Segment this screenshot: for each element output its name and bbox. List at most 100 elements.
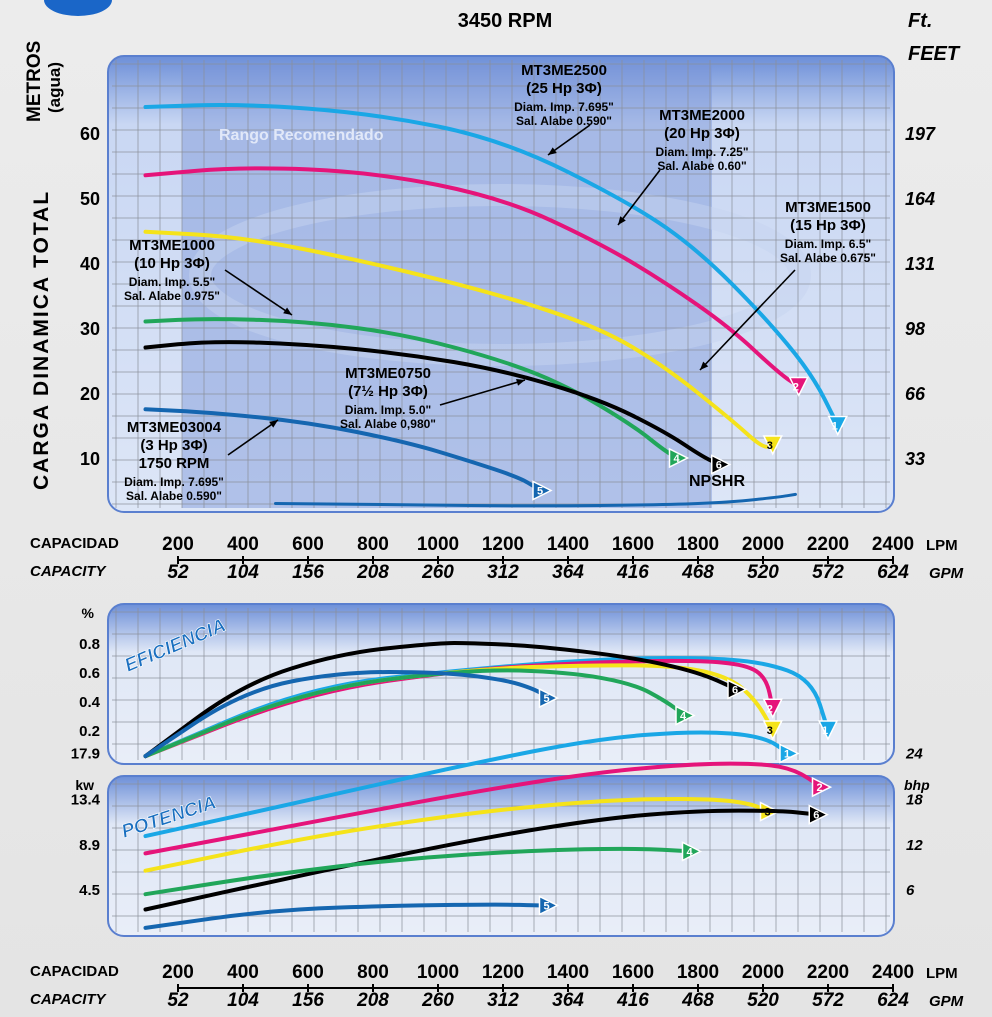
pow-y-unit-right: bhp [904,777,930,793]
annotation-model: MT3ME2500 [521,62,607,79]
top-x-tick-lpm: 800 [357,534,389,555]
bottom-x-tick-gpm: 624 [877,990,909,1011]
top-x-tick-gpm: 156 [292,562,324,583]
marker-number: 6 [732,684,738,696]
annotation-spec-line: Sal. Alabe 0.590" [126,489,222,503]
marker-triangle [788,376,809,398]
marker-number: 5 [537,486,543,498]
curve-marker-mt3me2500-3: 1 [779,743,800,764]
marker-number: 1 [832,421,838,433]
annotation-spec-line: Sal. Alabe 0.675" [780,251,876,265]
annotation-spec-line: (7½ Hp 3Φ) [348,383,428,400]
annotation-mt3me03004: MT3ME03004(3 Hp 3Φ)1750 RPM Diam. Imp. 7.… [124,419,279,503]
annotation-model: MT3ME2000 [659,107,745,124]
marker-triangle [808,804,829,825]
left-axis-unit-agua: (agua) [45,62,64,113]
top-x-tick-gpm: 416 [616,562,649,583]
curve-marker-mt3me0750-1: 6 [711,454,732,475]
curve-mt3me1500-1 [143,229,775,449]
left-axis-unit-group: METROS [24,41,45,122]
marker-triangle [762,720,783,741]
bottom-x-tick-lpm: 800 [357,962,389,983]
marker-triangle [827,415,848,437]
curve-marker-mt3me2000-3: 2 [811,776,833,798]
bottom-x-tick-gpm: 208 [356,990,389,1011]
bottom-x-tick-gpm: 520 [747,990,779,1011]
left-axis-title: CARGA DINAMICA TOTAL [30,190,53,490]
curve-marker-mt3me2000-2: 2 [762,698,783,719]
curve-marker-mt3me03004-2: 5 [538,687,560,709]
marker-triangle [681,841,703,862]
marker-number: 4 [686,846,693,858]
marker-triangle [668,447,690,469]
pow-y-tick-left: 13.4 [71,791,101,808]
eff-y-tick: 0.8 [79,636,100,653]
annotation-model: MT3ME1000 [129,237,215,254]
marker-triangle [727,679,748,700]
marker-triangle [762,435,783,456]
annotation-model: MT3ME0750 [345,365,431,382]
npshr-label: NPSHR [689,473,745,490]
marker-triangle [762,698,783,719]
marker-number: 5 [543,693,549,705]
top-x-tick-lpm: 1000 [417,534,459,555]
annotation-arrowhead [269,420,278,428]
curve-mt3me0750-1 [143,340,723,467]
marker-triangle [532,480,553,501]
top-x-tick-gpm: 520 [747,562,779,583]
bottom-x-tick-lpm: 1200 [482,962,524,983]
bottom-x-tick-gpm: 156 [292,990,324,1011]
annotation-spec-line: (20 Hp 3Φ) [664,125,740,142]
top-x-tick-lpm: 1800 [677,534,719,555]
marker-number: 1 [822,725,828,737]
annotation-mt3me1000: MT3ME1000(10 Hp 3Φ) Diam. Imp. 5.5"Sal. A… [124,237,293,316]
curve-mt3me1000-3 [143,846,694,897]
bottom-x-tick-lpm: 2400 [872,962,914,983]
bottom-xlabel-capacidad: CAPACIDAD [30,963,119,980]
bottom-x-unit-gpm: GPM [929,993,964,1010]
curve-mt3me2000-3 [143,761,824,856]
curve-marker-mt3me1500-1: 3 [762,435,783,456]
y-tick-left: 30 [80,319,100,339]
chart-title-rpm: 3450 RPM [458,10,553,32]
top-xlabel-capacidad: CAPACIDAD [30,535,119,552]
top-x-tick-lpm: 1600 [612,534,654,555]
annotation-spec-line: Sal. Alabe 0.60" [657,159,746,173]
marker-triangle [779,743,800,764]
top-x-unit-gpm: GPM [929,565,964,582]
marker-number: 4 [673,453,680,465]
panel-3 [107,775,895,937]
curve-marker-mt3me03004-3: 5 [538,895,560,916]
curve-mt3me03004-2 [143,669,551,759]
annotation-arrowhead [516,378,525,386]
curve-mt3me2000-1 [143,166,801,389]
bottom-x-tick-gpm: 416 [616,990,649,1011]
top-x-tick-lpm: 1200 [482,534,524,555]
bottom-x-tick-lpm: 400 [227,962,259,983]
annotation-spec-line: (25 Hp 3Φ) [526,80,602,97]
curve-mt3me2500-3 [143,730,791,839]
curve-mt3me1000-2 [143,668,687,759]
y-tick-left: 60 [80,124,100,144]
annotation-mt3me2500: MT3ME2500(25 Hp 3Φ) Diam. Imp. 7.695"Sal.… [514,62,614,156]
bottom-x-tick-lpm: 1400 [547,962,589,983]
marker-number: 2 [816,782,822,794]
marker-triangle [817,720,839,741]
annotation-spec-line: (3 Hp 3Φ) [140,437,207,454]
recommended-range-label: Rango Recomendado [219,127,384,144]
bottom-xlabel-capacity: CAPACITY [30,991,108,1008]
curve-marker-mt3me2500-2: 1 [817,720,839,741]
marker-triangle [538,895,560,916]
curve-mt3me03004-3 [143,902,551,930]
annotation-spec-line: (10 Hp 3Φ) [134,255,210,272]
panel-2 [107,603,895,765]
annotation-arrowhead [283,307,292,315]
watermark-logo-ring [189,184,811,366]
top-x-tick-lpm: 2000 [742,534,784,555]
curve-marker-mt3me2000-1: 2 [788,376,809,398]
bottom-x-tick-lpm: 1000 [417,962,459,983]
bottom-x-tick-lpm: 1600 [612,962,654,983]
curve-mt3me0750-3 [143,808,821,912]
curve-marker-mt3me1000-3: 4 [681,841,703,862]
